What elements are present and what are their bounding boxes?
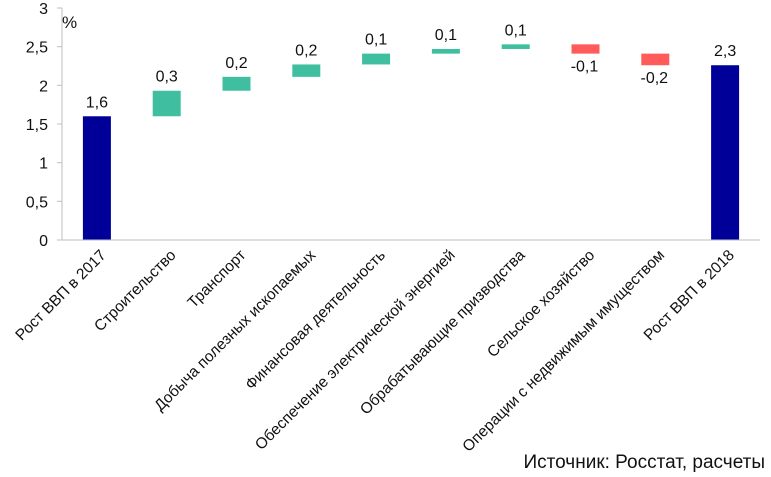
bar xyxy=(292,64,321,77)
y-tick-label: 1 xyxy=(39,156,48,173)
data-label: 0,1 xyxy=(365,32,387,49)
data-label: -0,1 xyxy=(571,59,599,76)
bar xyxy=(222,76,251,91)
data-label: 0,2 xyxy=(295,42,317,59)
bar xyxy=(501,44,530,49)
y-tick-label: 1,5 xyxy=(26,117,48,134)
y-axis: 0 0,5 1 1,5 2 2,5 3% xyxy=(26,1,77,250)
bar xyxy=(82,116,111,240)
bar xyxy=(362,53,391,65)
bar xyxy=(641,53,670,66)
bar xyxy=(571,44,600,54)
data-label: -0,2 xyxy=(641,70,669,87)
data-label: 0,1 xyxy=(505,22,527,39)
y-tick-label: 3 xyxy=(39,1,48,18)
data-label: 2,3 xyxy=(714,43,736,60)
bar xyxy=(711,65,740,240)
data-label: 0,2 xyxy=(225,55,247,72)
source-note: Источник: Росстат, расчеты xyxy=(523,452,765,473)
category-label: Финансовая деятельность xyxy=(242,247,389,394)
y-tick-label: 2 xyxy=(39,78,48,95)
category-label: Рост ВВП в 2017 xyxy=(12,247,109,344)
bars: 1,6 0,3 0,2 0,2 0,1 0,1 0,1 -0,1 -0,2 2,3 xyxy=(82,22,740,240)
data-label: 0,1 xyxy=(435,27,457,44)
data-label: 1,6 xyxy=(86,94,108,111)
data-label: 0,3 xyxy=(156,69,178,86)
y-tick-label: 0 xyxy=(39,233,48,250)
category-label: Транспорт xyxy=(185,247,250,312)
y-tick-label: 2,5 xyxy=(26,40,48,57)
y-unit-label: % xyxy=(62,13,77,32)
bar xyxy=(431,48,460,54)
y-tick-label: 0,5 xyxy=(26,194,48,211)
bar xyxy=(152,90,181,117)
